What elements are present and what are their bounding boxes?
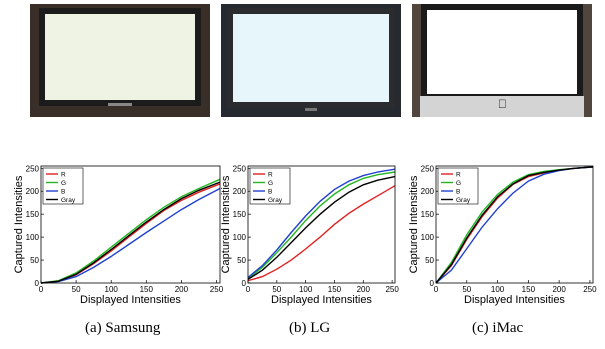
y-tick-label: 200	[233, 187, 247, 196]
series-line-gray	[40, 181, 221, 284]
y-tick-label: 150	[421, 210, 435, 219]
legend-label-b: B	[61, 189, 65, 196]
x-tick-label: 0	[434, 285, 439, 294]
chart-0: 0 50 100 150 200 250 0 50 100 150 200 250 Displayed …	[13, 164, 224, 306]
x-tick-label: 100	[491, 285, 505, 294]
x-tick-label: 150	[140, 285, 154, 294]
y-tick-label: 0	[35, 279, 40, 288]
x-axis-label: Displayed Intensities	[271, 294, 372, 306]
y-tick-label: 150	[26, 210, 40, 219]
series-line-b	[40, 187, 221, 284]
legend-label-b: B	[268, 189, 272, 196]
y-tick-label: 100	[26, 233, 40, 242]
photo-samsung-monitor	[30, 4, 210, 117]
legend-label-r: R	[61, 172, 66, 179]
legend-label-gray: Gray	[268, 197, 283, 204]
x-tick-label: 50	[462, 285, 471, 294]
x-tick-label: 200	[552, 285, 566, 294]
y-axis-label: Captured Intensities	[13, 175, 25, 273]
photo-lg-monitor	[221, 4, 401, 117]
series-line-gray	[247, 175, 396, 280]
plot-frame	[40, 165, 221, 284]
x-tick-label: 0	[39, 285, 44, 294]
x-tick-label: 50	[272, 285, 281, 294]
y-tick-label: 250	[421, 164, 435, 173]
y-tick-label: 50	[237, 256, 246, 265]
photo-imac-monitor: 	[412, 4, 592, 117]
legend-label-gray: Gray	[456, 197, 471, 204]
x-tick-label: 250	[385, 285, 399, 294]
caption-a: (a) Samsung	[85, 320, 161, 336]
y-tick-label: 250	[26, 164, 40, 173]
chart-1: 0 50 100 150 200 250 0 50 100 150 200 250 Displayed …	[220, 164, 399, 306]
y-tick-label: 0	[242, 279, 247, 288]
y-tick-label: 50	[425, 256, 434, 265]
apple-logo-icon: 	[498, 97, 507, 111]
samsung-screen	[45, 14, 195, 100]
x-tick-label: 250	[583, 285, 597, 294]
y-tick-label: 100	[233, 233, 247, 242]
y-tick-label: 200	[26, 187, 40, 196]
series-line-g	[40, 178, 221, 284]
x-tick-label: 200	[357, 285, 371, 294]
y-tick-label: 50	[30, 256, 39, 265]
y-axis-label: Captured Intensities	[408, 175, 420, 273]
y-tick-label: 200	[421, 187, 435, 196]
caption-c: (c) iMac	[472, 320, 524, 336]
legend-label-g: G	[456, 180, 461, 187]
lg-screen	[233, 14, 389, 102]
y-tick-label: 250	[233, 164, 247, 173]
x-tick-label: 50	[72, 285, 81, 294]
imac-screen	[427, 10, 577, 94]
series-line-r	[247, 185, 396, 282]
legend-label-r: R	[456, 172, 461, 179]
x-tick-label: 150	[328, 285, 342, 294]
x-tick-label: 100	[105, 285, 119, 294]
legend-label-r: R	[268, 172, 273, 179]
caption-b: (b) LG	[289, 320, 331, 336]
chart-2: 0 50 100 150 200 250 0 50 100 150 200 250 Displayed …	[408, 164, 597, 306]
series-line-g	[247, 171, 396, 279]
x-tick-label: 250	[210, 285, 224, 294]
x-tick-label: 100	[299, 285, 313, 294]
imac-chin	[420, 96, 584, 117]
legend-label-b: B	[456, 189, 460, 196]
series-line-gray	[435, 166, 594, 284]
plot-frame	[247, 165, 396, 284]
y-tick-label: 100	[421, 233, 435, 242]
y-tick-label: 150	[233, 210, 247, 219]
x-axis-label: Displayed Intensities	[464, 294, 565, 306]
series-line-b	[247, 168, 396, 279]
legend-label-g: G	[268, 180, 273, 187]
y-tick-label: 0	[430, 279, 435, 288]
x-tick-label: 0	[246, 285, 251, 294]
plot-frame	[435, 165, 594, 284]
legend-label-gray: Gray	[61, 197, 76, 204]
y-axis-label: Captured Intensities	[220, 175, 232, 273]
x-axis-label: Displayed Intensities	[80, 294, 181, 306]
x-tick-label: 150	[522, 285, 536, 294]
samsung-logo-strip	[108, 103, 132, 106]
lg-logo-mark	[305, 108, 317, 111]
legend-label-g: G	[61, 180, 66, 187]
x-tick-label: 200	[175, 285, 189, 294]
